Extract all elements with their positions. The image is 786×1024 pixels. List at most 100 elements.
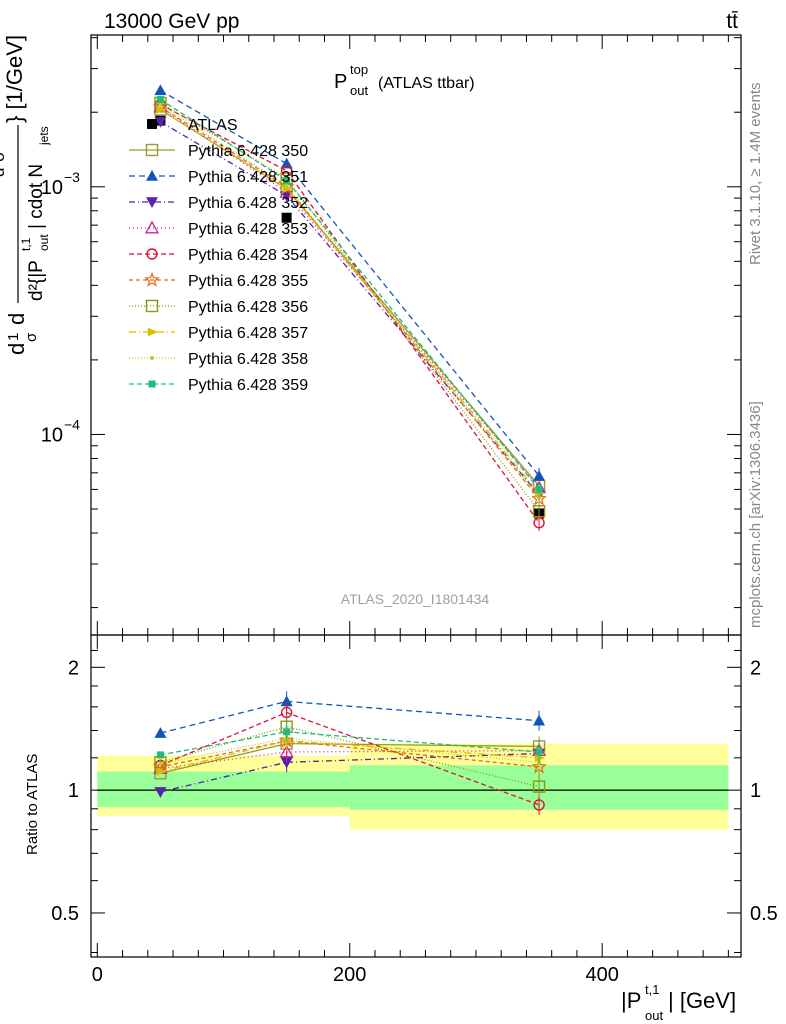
x-tick-label: 400 bbox=[585, 964, 618, 986]
ratio-series-line bbox=[160, 700, 540, 734]
ylabel-main-rest: | cdot N bbox=[26, 164, 47, 229]
analysis-id-label: ATLAS_2020_I1801434 bbox=[341, 591, 490, 607]
data-point bbox=[533, 469, 546, 481]
ratio-data-point bbox=[537, 760, 542, 765]
ratio-data-point bbox=[533, 714, 546, 726]
ratio-data-point bbox=[535, 748, 543, 756]
x-axis-label: |P t,1 out | [GeV] bbox=[621, 982, 736, 1023]
rivet-label: Rivet 3.1.10, ≥ 1.4M events bbox=[747, 83, 764, 266]
main-y-tick-label: 10 bbox=[41, 424, 63, 446]
legend-marker bbox=[146, 170, 158, 181]
plot-title-main: P bbox=[334, 71, 347, 93]
data-point bbox=[284, 183, 289, 188]
ratio-data-layer bbox=[152, 691, 547, 815]
plot-title: P top out (ATLAS ttbar) bbox=[334, 62, 475, 98]
ratio-data-point bbox=[154, 727, 167, 738]
ratio-panel-frame bbox=[90, 634, 742, 958]
ylabel-main-sup: t,1 bbox=[19, 237, 33, 251]
ylabel-main-sub2: jets bbox=[37, 126, 51, 146]
ratio-x-axis: 0 200 400 bbox=[92, 635, 729, 986]
series-line bbox=[160, 106, 540, 489]
legend-marker bbox=[150, 356, 154, 360]
ylabel-prefix-d: d bbox=[4, 313, 29, 325]
ratio-data-point bbox=[283, 728, 291, 736]
ylabel-prefix: d bbox=[4, 343, 29, 355]
ylabel-prefix-frac-den: σ bbox=[23, 332, 40, 342]
ratio-bands bbox=[97, 743, 729, 830]
legend-label: ATLAS bbox=[188, 117, 238, 134]
data-point bbox=[281, 212, 292, 223]
ratio-band-inner bbox=[97, 771, 350, 807]
data-point bbox=[156, 105, 167, 114]
x-tick-label: 200 bbox=[333, 964, 366, 986]
plot-title-suffix: (ATLAS ttbar) bbox=[378, 75, 475, 92]
ylabel-tail: } [1/GeV] bbox=[2, 35, 27, 123]
ratio-data-point bbox=[158, 761, 163, 766]
legend-marker bbox=[144, 271, 160, 287]
xlabel-sub: out bbox=[645, 1008, 663, 1023]
main-data-layer bbox=[152, 84, 547, 531]
ylabel-prefix-frac: 1 bbox=[5, 333, 22, 341]
energy-label: 13000 GeV pp bbox=[104, 10, 239, 33]
legend-marker bbox=[146, 197, 158, 208]
data-point bbox=[156, 96, 164, 104]
main-y-axis: 10−410−310−2 bbox=[41, 37, 741, 609]
legend-label: Pythia 6.428 352 bbox=[188, 195, 308, 212]
legend-marker bbox=[147, 327, 158, 337]
ratio-data-point bbox=[154, 787, 167, 798]
ratio-data-point bbox=[279, 744, 294, 758]
data-point bbox=[154, 116, 167, 128]
xlabel-sup: t,1 bbox=[645, 982, 659, 997]
ratio-y-tick-label: 2 bbox=[68, 657, 79, 679]
legend-label: Pythia 6.428 358 bbox=[188, 351, 308, 368]
legend-marker bbox=[145, 143, 159, 157]
series-line bbox=[160, 109, 540, 487]
x-tick-label: 0 bbox=[92, 964, 103, 986]
main-y-axis-label: d 1 σ d d²σ fid d²{|P t,1 out | cdot N j… bbox=[0, 35, 51, 355]
legend-label: Pythia 6.428 354 bbox=[188, 247, 308, 264]
series-line bbox=[160, 109, 540, 494]
legend-marker bbox=[145, 299, 159, 313]
xlabel-main: |P bbox=[621, 988, 641, 1013]
ratio-data-point bbox=[280, 695, 293, 707]
data-point bbox=[280, 190, 293, 202]
ylabel-main-sub: out bbox=[37, 234, 51, 251]
data-point bbox=[154, 84, 167, 96]
legend-marker bbox=[144, 220, 160, 234]
ratio-series-line bbox=[160, 752, 540, 793]
ratio-y-tick-label-right: 1 bbox=[750, 780, 761, 802]
ratio-series-line bbox=[160, 737, 540, 765]
ratio-y-tick-label: 0.5 bbox=[51, 903, 79, 925]
main-y-tick-exponent: −4 bbox=[64, 416, 80, 432]
legend: ATLAS Pythia 6.428 350 Pythia 6.428 351 Pyt… bbox=[129, 117, 308, 394]
ratio-y-tick-label: 1 bbox=[68, 780, 79, 802]
main-y-tick-label: 10 bbox=[41, 177, 63, 199]
plot-title-sup: top bbox=[350, 62, 368, 77]
data-point bbox=[280, 165, 293, 177]
legend-label: Pythia 6.428 356 bbox=[188, 299, 308, 316]
legend-label: Pythia 6.428 350 bbox=[188, 143, 308, 160]
process-label: tt̄ bbox=[726, 10, 738, 33]
legend-marker bbox=[148, 380, 156, 388]
legend-marker bbox=[147, 119, 157, 129]
ratio-data-point bbox=[280, 757, 293, 769]
ratio-y-tick-label-right: 2 bbox=[750, 657, 761, 679]
main-x-axis bbox=[96, 35, 729, 635]
plot-title-sub: out bbox=[350, 83, 368, 98]
data-point bbox=[535, 485, 543, 493]
data-point bbox=[280, 157, 293, 169]
xlabel-tail: | [GeV] bbox=[668, 988, 736, 1013]
series-line bbox=[160, 98, 540, 490]
legend-label: Pythia 6.428 355 bbox=[188, 273, 308, 290]
ratio-y-tick-label-right: 0.5 bbox=[750, 903, 778, 925]
ratio-data-point bbox=[533, 799, 545, 811]
legend-marker bbox=[146, 248, 158, 260]
legend-label: Pythia 6.428 353 bbox=[188, 221, 308, 238]
main-y-tick-exponent: −3 bbox=[64, 169, 80, 185]
ratio-data-point bbox=[534, 753, 546, 763]
legend-label: Pythia 6.428 357 bbox=[188, 325, 308, 342]
ratio-data-point bbox=[156, 751, 164, 759]
data-point bbox=[532, 504, 546, 518]
